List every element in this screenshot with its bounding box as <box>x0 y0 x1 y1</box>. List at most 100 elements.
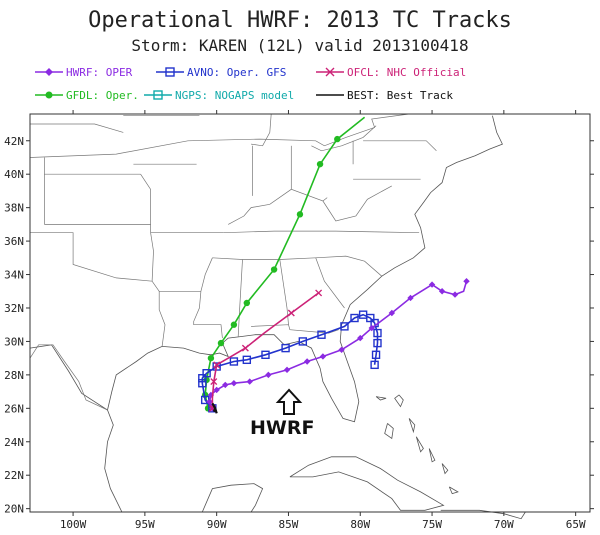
bahamas-andros <box>384 423 394 440</box>
legend-avno-label: AVNO: Oper. GFS <box>187 66 286 79</box>
track-avno-point-18 <box>373 338 382 348</box>
storm-tracks <box>198 116 470 414</box>
state-ga-sc <box>315 257 345 309</box>
track-gfdl-point-8 <box>296 211 304 218</box>
track-gfdl-point-0 <box>204 405 212 412</box>
legend-gfdl-circle-icon <box>45 91 53 99</box>
basemap-outlines <box>29 113 526 520</box>
x-tick-label-3: 85W <box>279 518 299 531</box>
hwrf-annotation-label: HWRF <box>250 417 314 439</box>
track-ofcl <box>208 289 323 412</box>
track-hwrf-point-13 <box>368 324 375 332</box>
track-gfdl-point-6 <box>243 299 251 307</box>
state-south-line <box>212 255 383 277</box>
cuba-outline <box>289 456 445 511</box>
track-gfdl-point-10 <box>334 135 341 143</box>
track-hwrf-point-7 <box>265 371 272 379</box>
x-tick-label-1: 95W <box>135 518 155 531</box>
state-mississippi-river <box>193 291 223 339</box>
y-tick-label-0: 20N <box>4 503 24 516</box>
track-gfdl-point-4 <box>217 339 225 347</box>
track-avno-point-15 <box>366 313 375 323</box>
track-hwrf-point-6 <box>246 378 253 385</box>
track-hwrf-point-8 <box>283 366 291 374</box>
track-avno-point-19 <box>371 350 381 360</box>
state-tx-la <box>151 280 166 347</box>
track-gfdl-point-5 <box>230 321 238 328</box>
y-tick-label-5: 30N <box>4 335 24 348</box>
legend-hwrf-label: HWRF: OPER <box>66 66 133 79</box>
state-al-ga <box>279 259 289 325</box>
track-hwrf-point-3 <box>213 386 220 394</box>
legend-ofcl-label: OFCL: NHC Official <box>347 66 466 79</box>
y-tick-label-8: 36N <box>4 235 24 248</box>
track-hwrf-point-15 <box>407 294 414 302</box>
y-tick-label-9: 38N <box>4 202 24 215</box>
us-mexico-border <box>29 344 108 411</box>
track-hwrf-point-1 <box>206 398 213 405</box>
lake-erie <box>311 125 377 152</box>
track-avno-point-9 <box>281 343 290 353</box>
state-ms-tn <box>200 257 213 292</box>
hwrf-annotation: HWRF <box>250 388 314 439</box>
track-avno-point-2 <box>198 379 207 388</box>
figure-title: Operational HWRF: 2013 TC Tracks <box>88 8 512 33</box>
track-hwrf-point-10 <box>319 353 327 360</box>
us-gulf-atlantic-coastline <box>107 115 503 423</box>
track-hwrf-point-14 <box>388 309 396 317</box>
track-hwrf-point-16 <box>428 281 436 288</box>
legend-ofcl-x-icon <box>325 67 335 77</box>
bahamas-exuma <box>415 436 424 453</box>
y-tick-label-1: 22N <box>4 469 24 482</box>
track-avno-point-14 <box>358 310 368 319</box>
track-hwrf-point-19 <box>463 278 470 285</box>
track-hwrf-point-9 <box>303 358 311 365</box>
legend-avno-square-icon <box>165 67 175 77</box>
figure-subtitle: Storm: KAREN (12L) valid 2013100418 <box>131 36 468 55</box>
track-hwrf-point-17 <box>438 288 446 295</box>
track-avno-point-10 <box>298 337 308 346</box>
track-avno-point-17 <box>373 328 382 338</box>
y-tick-label-4: 28N <box>4 369 24 382</box>
map-frame <box>29 113 591 513</box>
y-tick-label-2: 24N <box>4 436 24 449</box>
x-tick-label-2: 90W <box>207 518 227 531</box>
bahamas-abaco <box>394 394 404 408</box>
track-hwrf <box>206 278 470 412</box>
y-tick-label-10: 40N <box>4 168 24 181</box>
lake-michigan <box>251 113 272 147</box>
yucatan-coastline <box>201 483 264 513</box>
state-tn-ky <box>223 230 420 234</box>
y-tick-label-6: 32N <box>4 302 24 315</box>
track-avno-point-20 <box>370 360 379 370</box>
y-tick-label-11: 42N <box>4 135 24 148</box>
legend-best-label: BEST: Best Track <box>347 89 453 102</box>
track-avno-point-7 <box>242 355 252 365</box>
state-ar-ok <box>150 232 154 282</box>
bahamas-grand <box>375 396 387 401</box>
legend: HWRF: OPER AVNO: Oper. GFS OFCL: NHC Off… <box>35 66 466 102</box>
track-avno-point-12 <box>340 322 349 331</box>
state-ny-pa <box>363 140 437 152</box>
legend-gfdl-label: GFDL: Oper. <box>66 89 139 102</box>
x-tick-label-4: 80W <box>350 518 370 531</box>
x-tick-label-5: 75W <box>422 518 442 531</box>
gulf-east-coastline <box>29 344 123 513</box>
track-avno-point-6 <box>229 357 239 366</box>
track-gfdl-point-9 <box>316 160 324 168</box>
track-ofcl-point-5 <box>315 289 323 297</box>
x-tick-label-7: 65W <box>566 518 586 531</box>
track-hwrf-point-5 <box>230 380 238 387</box>
track-avno-point-3 <box>198 374 207 383</box>
track-ofcl-point-4 <box>287 309 295 317</box>
track-gfdl-point-3 <box>207 354 215 362</box>
state-ms-al <box>237 259 243 337</box>
track-hwrf-point-11 <box>338 346 345 353</box>
track-avno-point-11 <box>317 330 326 339</box>
bahamas-eleuthera <box>408 418 416 434</box>
state-mo-west <box>140 174 151 233</box>
track-ofcl-point-1 <box>210 378 218 386</box>
y-tick-label-7: 34N <box>4 269 24 282</box>
track-best-line <box>211 402 218 414</box>
